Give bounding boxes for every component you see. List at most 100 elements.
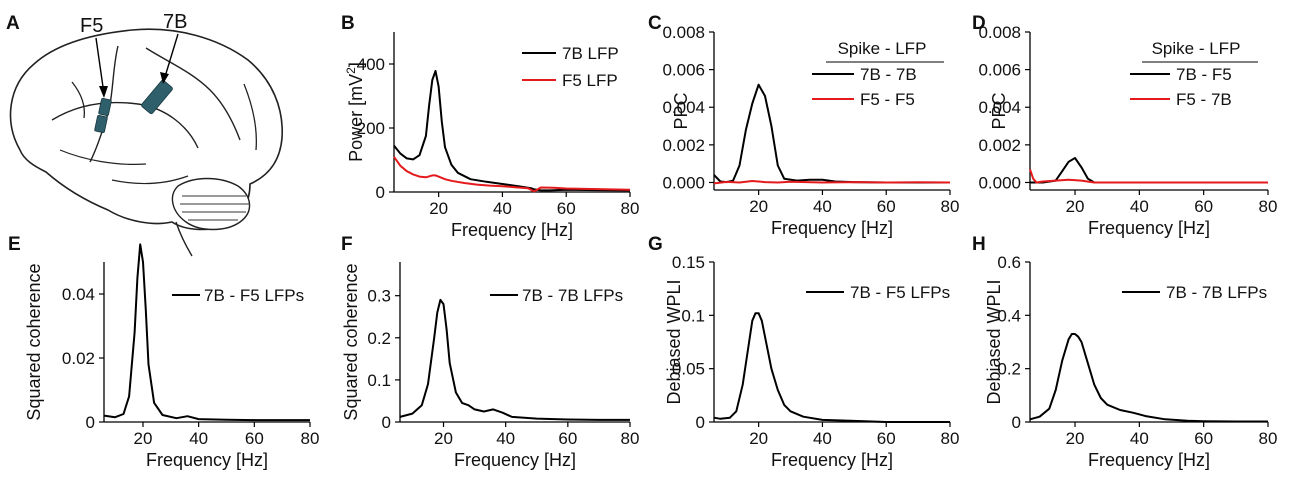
y-tick-label-b: 200 [357,119,385,138]
y-tick-label-e: 0.02 [62,349,95,368]
panel-letter-a: A [6,13,20,34]
x-tick-label-b: 20 [429,199,448,218]
x-tick-label-g: 40 [813,429,832,448]
legend-label-h-1: 7B - 7B LFPs [1166,283,1267,302]
legend-label-d-1: 7B - F5 [1176,65,1232,84]
panel-letter-g: G [648,234,663,255]
x-tick-label-d: 80 [1259,197,1278,216]
series-line-c-2 [713,180,951,185]
panel-d: D 20 40 60 80 0.000 0.002 0.004 0.006 0.008 Freque… [972,13,1277,238]
x-tick-label-h: 20 [1066,429,1085,448]
x-tick-label-f: 20 [434,429,453,448]
y-tick-label-h: 0.2 [997,360,1021,379]
panel-b: B 20 40 60 80 0 200 400 Frequency [Hz] Power [mV2… [341,13,639,240]
y-tick-label-f: 0.3 [367,287,391,306]
x-tick-label-d: 60 [1194,197,1213,216]
x-tick-label-f: 80 [621,429,640,448]
x-tick-label-b: 60 [557,199,576,218]
7b-region [141,79,173,115]
panel-letter-f: F [341,234,353,255]
x-tick-label-c: 60 [877,197,896,216]
y-axis-label-f: Squared coherence [341,263,361,420]
panel-letter-c: C [648,13,662,34]
cerebellum-folia [180,195,250,221]
y-tick-label-h: 0.6 [997,253,1021,272]
x-tick-label-f: 40 [496,429,515,448]
x-tick-label-d: 20 [1066,197,1085,216]
y-tick-label-g: 0.1 [681,306,705,325]
legend-label-e-1: 7B - F5 LFPs [204,286,304,305]
x-tick-label-c: 40 [813,197,832,216]
x-tick-label-d: 40 [1130,197,1149,216]
gyrus-line [59,149,147,165]
series-line-b-2 [393,156,631,193]
y-tick-label-f: 0 [382,413,391,432]
f5-arrowhead [99,86,108,98]
series-line-e-1 [103,243,310,422]
sylvian-fissure [51,101,199,149]
x-tick-label-c: 80 [941,197,960,216]
x-axis-label-d: Frequency [Hz] [1088,218,1210,238]
f5-label: F5 [80,15,103,37]
y-tick-label-d: 0.006 [978,61,1021,80]
y-tick-label-g: 0.05 [672,360,705,379]
f5-arrow [95,37,105,95]
x-tick-label-c: 20 [749,197,768,216]
panel-letter-h: H [972,234,986,255]
legend-label-c-1: 7B - 7B [860,65,917,84]
legend-header-d: Spike - LFP [1152,39,1241,58]
x-tick-label-h: 40 [1130,429,1149,448]
y-tick-label-h: 0.4 [997,306,1021,325]
y-tick-label-d: 0.008 [978,23,1021,42]
panel-letter-e: E [8,234,21,255]
panel-h: H 20 40 60 80 0 0.2 0.4 0.6 Frequency [Hz] Debiase… [972,234,1277,470]
y-tick-label-e: 0.04 [62,285,95,304]
y-tick-label-d: 0.004 [978,98,1021,117]
brainstem [175,221,193,257]
x-tick-label-e: 40 [189,429,208,448]
x-axis-label-e: Frequency [Hz] [146,450,268,470]
legend-header-c: Spike - LFP [838,39,927,58]
x-tick-label-e: 60 [245,429,264,448]
x-axis-label-c: Frequency [Hz] [771,218,893,238]
series-line-h-1 [1029,333,1268,423]
arcuate-sulcus [71,81,86,119]
x-axis-label-b: Frequency [Hz] [451,220,573,240]
y-tick-label-f: 0.1 [367,371,391,390]
x-tick-label-b: 80 [621,199,640,218]
y-tick-label-g: 0.15 [672,253,705,272]
temporal-sulcus [111,175,189,185]
legend-label-d-2: F5 - 7B [1176,90,1232,109]
brain-diagram: F5 7B [9,11,283,257]
lunate-sulcus [243,83,258,151]
y-tick-label-d: 0.000 [978,173,1021,192]
y-tick-label-e: 0 [86,413,95,432]
series-line-d-1 [1030,157,1268,184]
legend-label-g-1: 7B - F5 LFPs [850,283,950,302]
x-tick-label-f: 60 [558,429,577,448]
y-tick-label-c: 0.002 [662,136,705,155]
y-tick-label-c: 0.000 [662,173,705,192]
7b-arrowhead [160,72,169,84]
legend-label-c-2: F5 - F5 [860,90,915,109]
y-axis-label-g: Debiased WPLI [664,279,684,404]
y-axis-label-e: Squared coherence [24,263,44,420]
y-axis-label-d: PPC [989,92,1009,129]
panel-e: E 20 40 60 80 0 0.02 0.04 Frequency [Hz] Squared … [8,234,319,470]
legend-label-f-1: 7B - 7B LFPs [522,286,623,305]
x-axis-label-h: Frequency [Hz] [1088,450,1210,470]
panel-letter-b: B [341,13,355,34]
y-tick-label-b: 0 [376,183,385,202]
y-axis-label-c: PPC [671,92,691,129]
legend-label-b-1: 7B LFP [562,44,619,63]
intraparietal-sulcus [145,47,241,141]
x-axis-label-g: Frequency [Hz] [771,450,893,470]
legend-label-b-2: F5 LFP [562,71,618,90]
x-tick-label-h: 80 [1259,429,1278,448]
x-tick-label-g: 60 [877,429,896,448]
series-line-d-2 [1029,168,1268,184]
panel-f: F 20 40 60 80 0 0.1 0.2 0.3 Frequency [Hz] Squared… [341,234,639,470]
f5-region-upper [98,98,112,116]
